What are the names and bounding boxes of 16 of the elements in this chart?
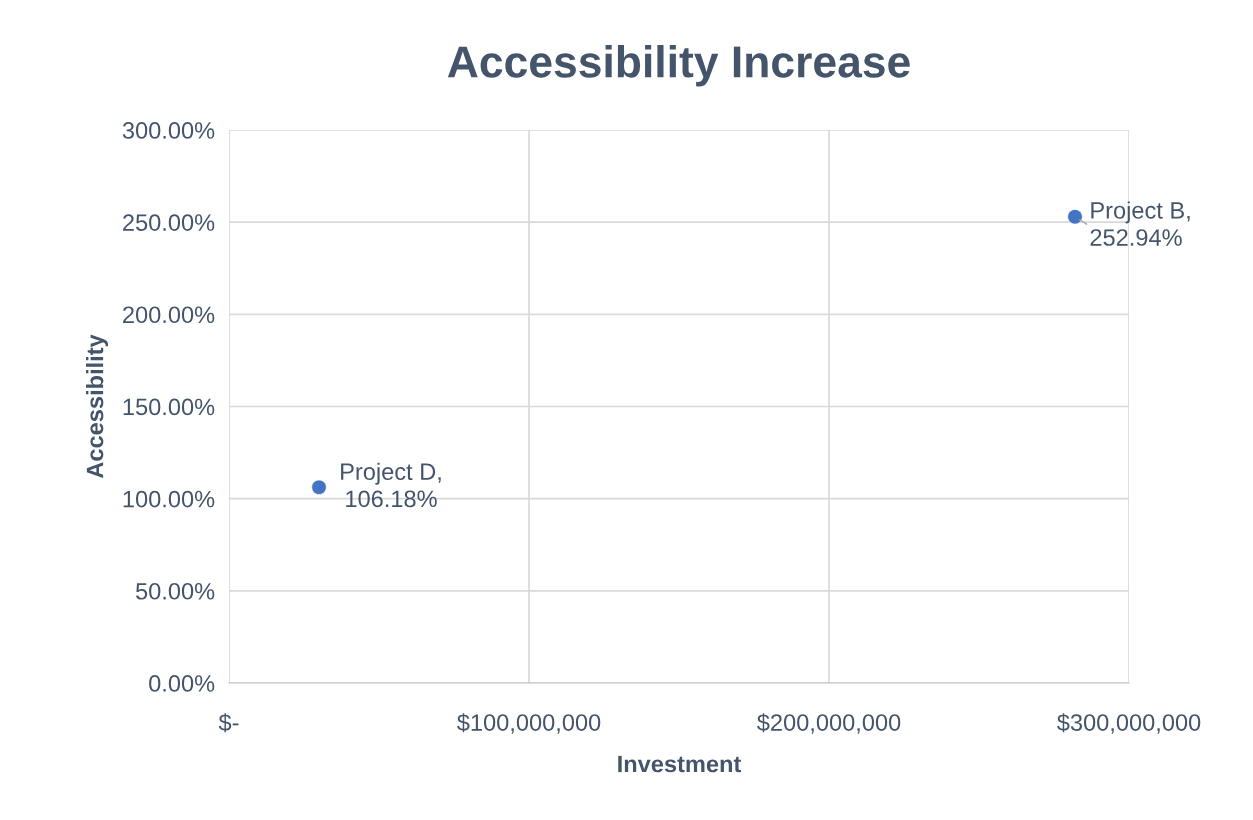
x-tick-label: $200,000,000 [757,713,901,734]
x-tick-label: $300,000,000 [1057,713,1201,734]
annotation: Project D, 106.18% [341,462,441,508]
x-tick-label: $100,000,000 [457,713,601,734]
annotation: Project B, 252.94% [1090,201,1190,246]
chart-title: Accessibility Increase [447,45,910,87]
x-tick-label: $- [218,713,239,733]
y-tick-label: 150.00% [123,398,215,416]
y-tick-label: 50.00% [135,582,215,600]
y-tick-label: 300.00% [122,122,215,139]
y-tick-label: 100.00% [123,490,215,508]
y-tick-label: 250.00% [123,214,215,231]
x-axis-title: Investment [618,755,742,773]
y-tick-label: 200.00% [123,306,215,324]
y-tick-label: 0.00% [149,675,215,692]
y-axis-title: Accessibility [86,334,109,479]
